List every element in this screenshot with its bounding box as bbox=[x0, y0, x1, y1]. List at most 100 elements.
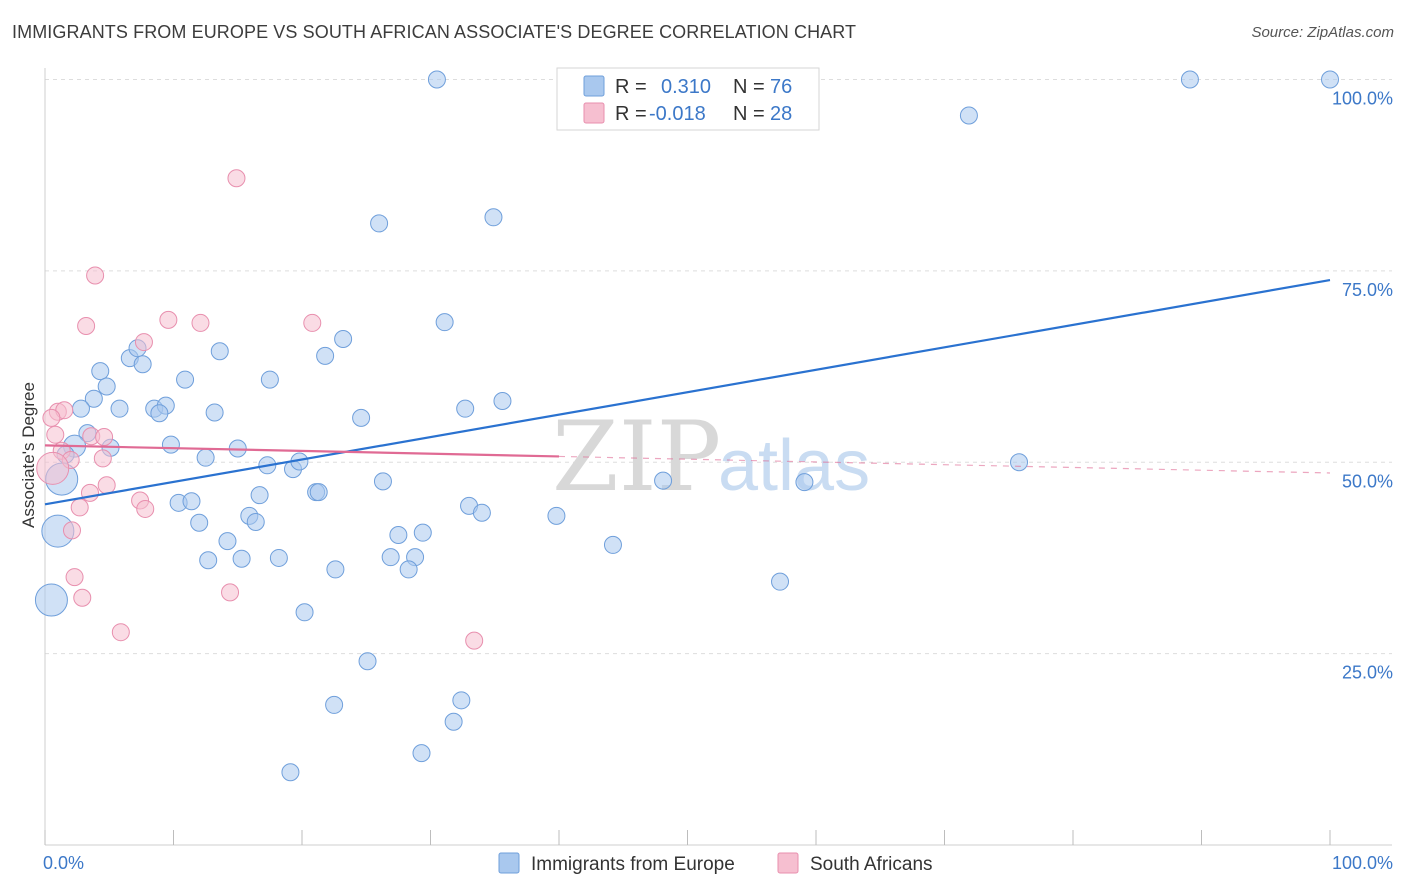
europe-point-65 bbox=[399, 560, 418, 579]
south-african-point-22 bbox=[62, 521, 81, 540]
europe-point-4 bbox=[959, 106, 978, 125]
europe-point-64 bbox=[326, 560, 345, 579]
south-african-point-3 bbox=[159, 310, 178, 329]
south-african-point-5 bbox=[303, 313, 322, 332]
europe-point-25 bbox=[205, 403, 224, 422]
legend-r-value-2: -0.018 bbox=[649, 103, 706, 125]
europe-point-31 bbox=[161, 435, 180, 454]
south-african-point-24 bbox=[221, 583, 240, 602]
europe-point-57 bbox=[218, 532, 237, 551]
europe-point-52 bbox=[246, 512, 265, 531]
y-tick-label-75: 75.0% bbox=[1342, 280, 1393, 300]
europe-point-74 bbox=[281, 763, 300, 782]
europe-point-55 bbox=[389, 525, 408, 544]
europe-point-49 bbox=[472, 503, 491, 522]
south-african-point-16 bbox=[36, 451, 70, 485]
y-tick-label-100: 100.0% bbox=[1332, 89, 1393, 109]
legend-n-label-1: N = bbox=[733, 76, 765, 98]
trend-layer bbox=[44, 278, 1331, 506]
bottom-legend-europe: Immigrants from Europe bbox=[531, 854, 735, 875]
europe-point-8 bbox=[334, 330, 353, 349]
europe-point-10 bbox=[316, 346, 335, 365]
south-african-point-0 bbox=[227, 169, 246, 188]
watermark-zip: ZIP bbox=[552, 401, 721, 513]
south-african-point-27 bbox=[465, 631, 484, 650]
south-african-trend-line-dashed bbox=[558, 455, 1331, 474]
europe-point-26 bbox=[456, 399, 475, 418]
legend-n-label-2: N = bbox=[733, 103, 765, 125]
europe-point-3 bbox=[1321, 70, 1339, 89]
europe-point-72 bbox=[444, 712, 463, 731]
europe-point-13 bbox=[133, 355, 152, 374]
south-african-point-1 bbox=[86, 266, 105, 285]
europe-point-58 bbox=[603, 535, 622, 554]
south-african-point-12 bbox=[95, 427, 114, 446]
europe-point-69 bbox=[358, 652, 377, 671]
europe-point-60 bbox=[232, 549, 251, 568]
south-african-point-15 bbox=[93, 449, 112, 468]
europe-point-5 bbox=[370, 214, 389, 233]
europe-point-7 bbox=[435, 313, 454, 332]
legend-n-value-2: 28 bbox=[770, 103, 792, 125]
europe-point-15 bbox=[176, 370, 195, 389]
europe-point-41 bbox=[654, 471, 673, 490]
legend-r-label-1: R = bbox=[615, 76, 647, 98]
grid-layer bbox=[45, 79, 1392, 655]
europe-point-67 bbox=[34, 583, 68, 617]
chart-title: IMMIGRANTS FROM EUROPE VS SOUTH AFRICAN … bbox=[12, 22, 857, 42]
south-african-point-4 bbox=[191, 313, 210, 332]
europe-point-17 bbox=[97, 377, 116, 396]
europe-point-0 bbox=[427, 70, 446, 89]
south-african-trend-line-solid bbox=[44, 444, 560, 458]
europe-point-61 bbox=[269, 548, 288, 567]
europe-point-53 bbox=[190, 513, 209, 532]
europe-point-45 bbox=[309, 483, 328, 502]
south-african-point-6 bbox=[134, 333, 153, 352]
south-african-point-25 bbox=[73, 588, 92, 607]
europe-point-40 bbox=[373, 472, 392, 491]
south-african-point-23 bbox=[65, 568, 84, 587]
south-african-point-2 bbox=[77, 316, 96, 335]
bottom-legend-swatch-europe bbox=[498, 852, 520, 874]
europe-point-56 bbox=[413, 523, 432, 542]
europe-trend-line bbox=[44, 278, 1331, 506]
south-african-point-21 bbox=[136, 499, 155, 518]
europe-point-73 bbox=[412, 744, 431, 763]
europe-point-2 bbox=[1180, 70, 1199, 89]
y-tick-label-50: 50.0% bbox=[1342, 471, 1393, 491]
south-african-point-10 bbox=[46, 425, 65, 444]
bottom-legend-south-africans: South Africans bbox=[810, 854, 933, 875]
y-tick-label-25: 25.0% bbox=[1342, 663, 1393, 683]
europe-point-21 bbox=[110, 399, 129, 418]
europe-point-24 bbox=[150, 404, 169, 423]
south-african-point-26 bbox=[111, 623, 130, 642]
bottom-legend-swatch-south-africans bbox=[777, 852, 799, 874]
legend-r-label-2: R = bbox=[615, 103, 647, 125]
south-african-point-17 bbox=[97, 476, 116, 495]
europe-point-16 bbox=[260, 370, 279, 389]
south-african-point-20 bbox=[70, 498, 89, 517]
watermark-atlas: atlas bbox=[718, 426, 870, 506]
europe-point-43 bbox=[250, 486, 269, 505]
europe-point-19 bbox=[493, 392, 512, 411]
legend-n-value-1: 76 bbox=[770, 76, 792, 98]
source-label: Source: ZipAtlas.com bbox=[1251, 24, 1394, 41]
legend-r-value-1: 0.310 bbox=[661, 76, 711, 98]
europe-point-27 bbox=[352, 408, 371, 427]
bottom-legend: Immigrants from Europe South Africans bbox=[498, 852, 933, 875]
europe-point-59 bbox=[199, 551, 218, 570]
axes-layer: 25.0% 50.0% 75.0% 100.0% bbox=[44, 68, 1393, 846]
europe-point-9 bbox=[210, 342, 229, 361]
legend-swatch-blue bbox=[583, 75, 605, 97]
europe-point-20 bbox=[71, 399, 90, 418]
y-axis-title: Associate's Degree bbox=[19, 382, 38, 528]
europe-point-47 bbox=[182, 492, 201, 511]
europe-point-62 bbox=[381, 548, 400, 567]
europe-point-42 bbox=[795, 473, 814, 492]
europe-point-50 bbox=[547, 506, 566, 525]
x-tick-label-max: 100.0% bbox=[1332, 853, 1393, 873]
europe-point-18 bbox=[84, 389, 103, 408]
south-african-point-9 bbox=[42, 408, 61, 427]
stats-legend: R = 0.310 N = 76 R = -0.018 N = 28 bbox=[556, 67, 820, 131]
